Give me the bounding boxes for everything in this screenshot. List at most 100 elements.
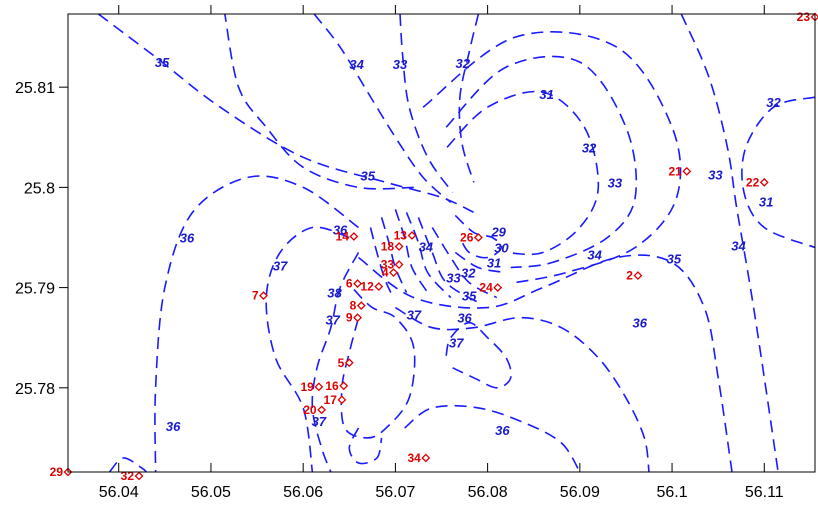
contour-label: 37	[325, 313, 340, 328]
y-tick-label: 25.8	[24, 180, 55, 197]
x-tick-label: 56.09	[560, 484, 600, 501]
station-marker	[493, 283, 503, 293]
contour-line	[680, 14, 779, 472]
contour-label: 37	[407, 308, 422, 323]
contour-line	[311, 252, 360, 472]
contour-label: 29	[490, 224, 506, 239]
station-marker	[339, 381, 349, 391]
contour-line	[108, 457, 147, 472]
x-tick-label: 56.05	[191, 484, 231, 501]
x-tick-label: 56.06	[283, 484, 323, 501]
contour-label: 38	[327, 286, 342, 301]
contour-line	[154, 175, 359, 472]
contour-label: 34	[419, 240, 434, 255]
contour-label: 36	[457, 311, 472, 326]
contour-label: 35	[462, 289, 477, 304]
station-label: 9	[346, 311, 353, 325]
contour-label: 36	[633, 316, 648, 331]
contour-line	[445, 55, 638, 269]
station-marker	[394, 242, 404, 251]
contour-line	[454, 251, 507, 274]
contour-label: 32	[582, 140, 597, 155]
contour-line	[348, 427, 383, 465]
x-tick-label: 56.07	[375, 484, 415, 501]
contour-line	[369, 227, 392, 293]
station-label: 26	[460, 230, 474, 244]
station-label: 12	[360, 280, 374, 294]
station-marker	[353, 279, 362, 289]
contour-line	[422, 31, 682, 284]
contour-label: 37	[273, 259, 288, 274]
station-label: 4	[382, 266, 389, 280]
station-marker	[374, 282, 384, 292]
station-marker	[314, 382, 324, 392]
y-tick-label: 25.79	[15, 281, 55, 298]
station-label: 13	[394, 228, 408, 242]
station-marker	[407, 231, 417, 240]
station-marker	[353, 313, 362, 323]
contour-line	[358, 254, 733, 472]
station-marker	[317, 405, 327, 415]
contour-label: 32	[455, 56, 470, 71]
station-label: 23	[797, 10, 811, 24]
station-label: 29	[50, 465, 64, 479]
contour-line	[313, 14, 452, 203]
station-marker	[394, 260, 404, 269]
x-axis: 56.04 56.05 56.06 56.07 56.08 56.09 56.1 56.11	[99, 5, 784, 501]
station-label: 7	[252, 289, 259, 303]
contour-label: 31	[487, 256, 501, 271]
contour-label: 37	[449, 336, 464, 351]
contour-line	[399, 14, 454, 193]
x-tick-label: 56.04	[99, 484, 139, 501]
station-label: 22	[746, 175, 760, 189]
station-marker	[356, 301, 366, 311]
contour-label: 35	[360, 168, 375, 183]
contour-line	[404, 404, 581, 472]
contour-line	[97, 14, 475, 214]
contour-label: 33	[393, 57, 408, 72]
contour-label: 33	[608, 175, 623, 190]
station-marker	[473, 233, 483, 242]
station-marker	[633, 271, 643, 280]
contour-labels: 35 34 33 3231323333323134353436353637363837…	[155, 55, 782, 438]
x-tick-label: 56.08	[468, 484, 508, 501]
contour-label: 32	[461, 266, 476, 281]
contour-label: 34	[731, 239, 746, 254]
contour-label: 35	[155, 55, 170, 70]
station-label: 2	[626, 269, 633, 283]
x-tick-label: 56.1	[656, 484, 687, 501]
contour-label: 30	[494, 241, 509, 256]
contour-line	[265, 226, 350, 472]
contour-line	[741, 96, 815, 249]
station-marker	[389, 268, 398, 277]
contour-label: 36	[166, 419, 181, 434]
contour-line	[394, 209, 429, 294]
contour-label: 36	[495, 423, 510, 438]
contour-line	[454, 214, 503, 259]
station-label: 19	[300, 380, 314, 394]
y-axis: 25.78 25.79 25.8 25.81	[15, 80, 68, 398]
contour-label: 36	[333, 222, 348, 237]
station-label: 16	[325, 379, 339, 393]
station-label: 18	[381, 240, 395, 254]
station-label: 17	[324, 393, 338, 407]
station-label: 24	[479, 281, 493, 295]
station-label: 33	[381, 258, 395, 272]
contour-line	[458, 14, 480, 183]
station-label: 20	[303, 403, 317, 417]
contour-label: 32	[766, 95, 781, 110]
contour-label: 36	[180, 230, 195, 245]
station-marker	[259, 291, 268, 301]
contour-line	[395, 306, 650, 472]
station-marker	[421, 453, 431, 463]
station-label: 6	[346, 277, 353, 291]
station-marker	[134, 471, 144, 481]
station-marker	[682, 166, 692, 176]
station-label: 21	[668, 164, 682, 178]
station-marker	[344, 358, 354, 368]
contour-line	[405, 212, 452, 299]
station-marker	[349, 232, 359, 241]
x-tick-label: 56.11	[745, 484, 784, 501]
